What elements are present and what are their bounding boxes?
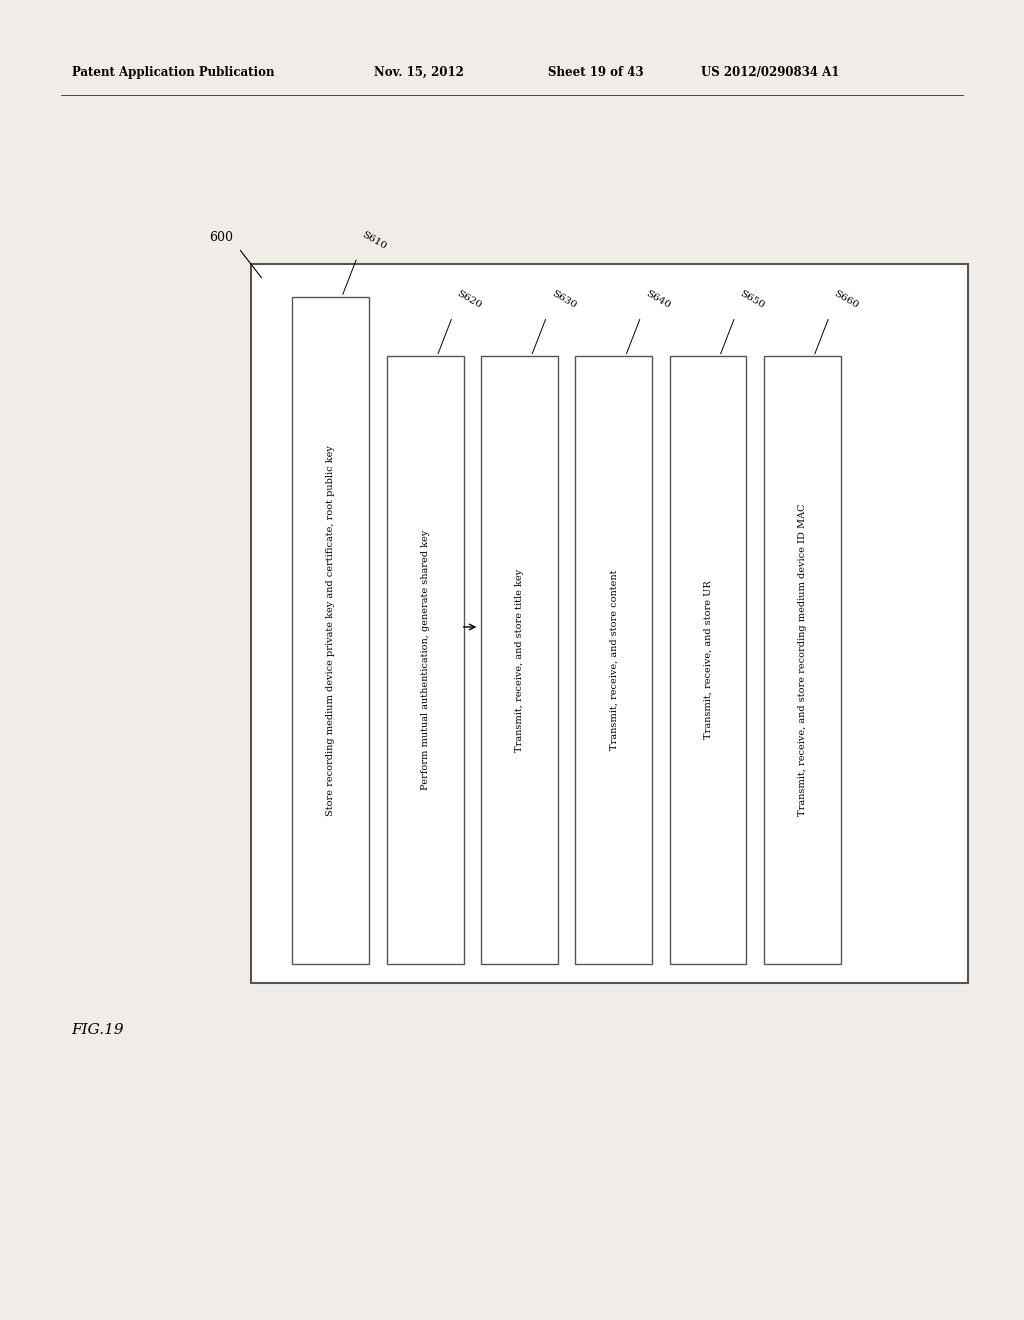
Text: S620: S620 [456,289,483,310]
Text: 600: 600 [210,231,233,244]
Bar [481,356,558,964]
Text: S630: S630 [550,289,578,310]
Text: Transmit, receive, and store recording medium device ID MAC: Transmit, receive, and store recording m… [798,504,807,816]
Text: Transmit, receive, and store title key: Transmit, receive, and store title key [515,569,524,751]
Text: Perform mutual authentication, generate shared key: Perform mutual authentication, generate … [421,529,430,791]
Text: FIG.19: FIG.19 [72,1023,124,1036]
Bar [670,356,746,964]
Text: US 2012/0290834 A1: US 2012/0290834 A1 [701,66,840,79]
Text: S650: S650 [738,289,766,310]
Bar [575,356,652,964]
Text: Patent Application Publication: Patent Application Publication [72,66,274,79]
Text: Store recording medium device private key and certificate, root public key: Store recording medium device private ke… [326,445,335,816]
Bar [764,356,841,964]
Text: Transmit, receive, and store UR: Transmit, receive, and store UR [703,581,713,739]
Text: S640: S640 [644,289,672,310]
Text: Nov. 15, 2012: Nov. 15, 2012 [374,66,464,79]
Text: S660: S660 [833,289,860,310]
Bar [387,356,464,964]
Text: Sheet 19 of 43: Sheet 19 of 43 [548,66,643,79]
Bar [292,297,369,964]
Bar [251,264,968,983]
Text: S610: S610 [360,230,388,251]
Text: Transmit, receive, and store content: Transmit, receive, and store content [609,570,618,750]
